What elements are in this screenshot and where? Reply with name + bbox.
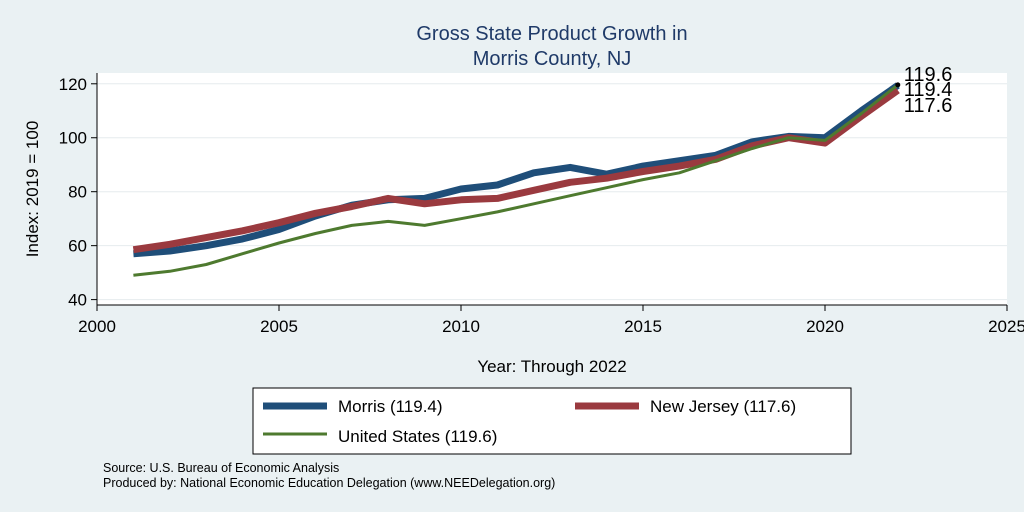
legend: Morris (119.4) New Jersey (117.6) United… xyxy=(252,387,852,455)
source-note: Source: U.S. Bureau of Economic Analysis xyxy=(103,461,339,475)
chart-title-line-2: Morris County, NJ xyxy=(473,48,632,70)
x-tick-label-2020: 2020 xyxy=(806,317,844,336)
y-tick-label-40: 40 xyxy=(68,291,87,310)
end-label-1: 119.4 xyxy=(904,79,953,101)
x-axis-title: Year: Through 2022 xyxy=(477,357,626,376)
legend-label-new-jersey: New Jersey (117.6) xyxy=(650,397,796,416)
end-label-0: 119.6 xyxy=(904,64,953,86)
legend-box xyxy=(252,387,852,455)
y-tick-label-100: 100 xyxy=(59,129,87,148)
end-label-2: 117.6 xyxy=(904,95,953,117)
y-axis-title: Index: 2019 = 100 xyxy=(23,121,42,258)
end-point-marker xyxy=(895,82,901,88)
produced-by-note: Produced by: National Economic Education… xyxy=(103,476,555,490)
y-tick-label-120: 120 xyxy=(59,75,87,94)
chart-title-line-1: Gross State Product Growth in xyxy=(416,23,687,45)
x-tick-label-2010: 2010 xyxy=(442,317,480,336)
y-tick-label-60: 60 xyxy=(68,237,87,256)
gridlines xyxy=(97,83,1007,301)
x-tick-label-2025: 2025 xyxy=(988,317,1024,336)
x-tick-label-2015: 2015 xyxy=(624,317,662,336)
series-line-united-states xyxy=(133,83,899,277)
legend-label-united-states: United States (119.6) xyxy=(338,427,497,446)
series-group xyxy=(132,82,900,277)
legend-label-morris: Morris (119.4) xyxy=(338,397,443,416)
x-axis-ticks: 2000 2005 2010 2015 2020 2025 xyxy=(78,305,1024,336)
x-tick-label-2000: 2000 xyxy=(78,317,116,336)
x-tick-label-2005: 2005 xyxy=(260,317,298,336)
y-tick-label-80: 80 xyxy=(68,183,87,202)
y-axis-ticks: 40 60 80 100 120 xyxy=(59,75,97,310)
